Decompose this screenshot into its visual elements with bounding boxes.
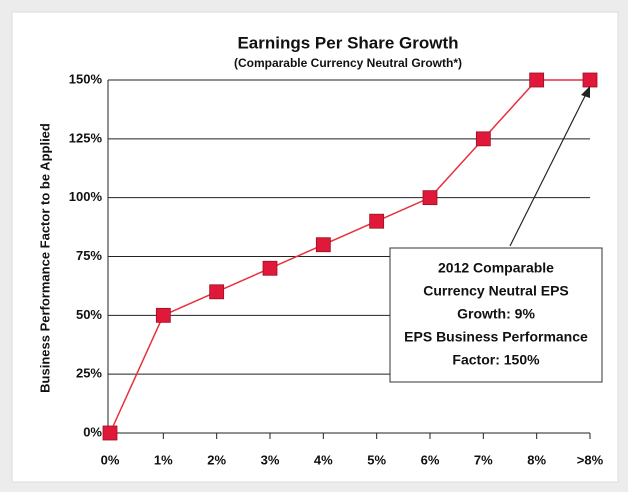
chart-title: Earnings Per Share Growth — [237, 33, 458, 52]
x-tick-label: 2% — [207, 452, 226, 467]
annotation-arrow — [509, 91, 588, 247]
marker — [422, 190, 438, 206]
y-tick-label: 100% — [69, 189, 103, 204]
x-tick-label: 0% — [101, 452, 120, 467]
card — [11, 11, 619, 483]
annotation-line: Currency Neutral EPS — [423, 283, 569, 299]
y-tick-label: 125% — [69, 130, 103, 145]
arrow-head — [581, 86, 590, 98]
annotation: 2012 Comparable Currency Neutral EPS Growt… — [404, 260, 588, 368]
x-tick-label: 7% — [474, 452, 493, 467]
x-tick-label: 8% — [527, 452, 546, 467]
x-tick-label: 3% — [261, 452, 280, 467]
marker — [315, 237, 331, 253]
annotation-line: EPS Business Performance — [404, 329, 588, 345]
x-tick-label: 1% — [154, 452, 173, 467]
marker — [262, 260, 278, 276]
annotation-line: Growth: 9% — [457, 306, 535, 322]
y-tick-label: 150% — [69, 71, 103, 86]
x-tick-label: 6% — [421, 452, 440, 467]
marker — [209, 284, 225, 300]
x-tick-label: 5% — [367, 452, 386, 467]
chart-subtitle: (Comparable Currency Neutral Growth*) — [234, 56, 462, 70]
y-tick-label: 0% — [83, 424, 102, 439]
marker — [369, 213, 385, 229]
annotation-line: Factor: 150% — [452, 352, 540, 368]
y-tick-label: 50% — [76, 307, 102, 322]
x-tick-label: >8% — [577, 452, 604, 467]
annotation-line: 2012 Comparable — [438, 260, 554, 276]
annotation-box — [389, 247, 603, 383]
marker — [529, 72, 545, 88]
y-tick-label: 75% — [76, 248, 102, 263]
marker — [475, 131, 491, 147]
marker — [155, 307, 171, 323]
y-axis-label: Business Performance Factor to be Applie… — [37, 123, 52, 393]
series-line — [109, 79, 590, 434]
x-tick-label: 4% — [314, 452, 333, 467]
marker — [582, 72, 598, 88]
marker — [102, 425, 118, 441]
y-tick-label: 25% — [76, 366, 102, 381]
